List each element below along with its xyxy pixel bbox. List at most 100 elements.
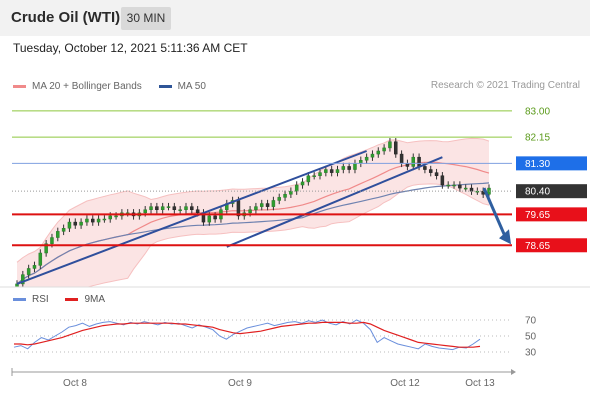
candle-body	[394, 141, 398, 155]
candle-body	[38, 252, 43, 266]
candle-body	[50, 237, 54, 244]
x-tick-label: Oct 12	[390, 378, 420, 389]
candle	[440, 172, 445, 189]
candle-body	[248, 209, 252, 214]
candle-body	[294, 184, 299, 192]
candle	[458, 181, 462, 192]
candle	[38, 249, 43, 270]
legend-swatch	[13, 298, 26, 301]
candle	[172, 202, 177, 214]
candle-body	[318, 172, 322, 176]
price-tag-79.65	[516, 207, 587, 222]
candle-body	[149, 206, 153, 210]
candle-body	[259, 203, 264, 207]
candle	[434, 168, 439, 180]
candle	[364, 153, 369, 164]
candle-body	[195, 209, 200, 214]
candle-body	[324, 169, 328, 173]
candle	[312, 172, 316, 180]
price-tag-78.65	[516, 238, 587, 253]
price-tags: 83.00 82.15 81.30 80.40 79.65 78.65	[516, 106, 587, 253]
candle-body	[300, 181, 305, 186]
candle	[155, 202, 159, 214]
candle	[102, 215, 107, 223]
candle	[335, 165, 340, 177]
rsi-tick-label: 70	[525, 316, 537, 327]
candle	[446, 181, 450, 189]
price-levels	[12, 110, 512, 247]
candle-body	[458, 184, 462, 189]
candle-body	[73, 221, 78, 226]
candle-body	[26, 268, 31, 275]
candle	[300, 178, 305, 189]
candle	[32, 261, 37, 273]
candle	[85, 215, 89, 226]
legend-item-rsi: RSI	[13, 294, 49, 305]
legend-label: MA 20 + Bollinger Bands	[32, 81, 142, 92]
candle-body	[155, 206, 159, 210]
candle	[347, 162, 351, 174]
candle-body	[353, 163, 357, 170]
candle	[91, 215, 95, 226]
candle-body	[364, 156, 369, 161]
price-tag-label: 81.30	[525, 159, 550, 170]
candle	[306, 172, 311, 186]
rsi-line	[13, 319, 481, 351]
candle	[370, 150, 375, 161]
rsi-panel: 30 50 70	[12, 316, 537, 359]
candle	[166, 202, 171, 211]
candle-body	[271, 200, 276, 207]
candle	[294, 181, 299, 195]
candle-body	[312, 175, 316, 177]
legend-label: RSI	[32, 294, 49, 305]
timestamp: Tuesday, October 12, 2021 5:11:36 AM CET	[13, 41, 248, 55]
candle-body	[335, 169, 340, 173]
forecast-arrow-head	[499, 229, 511, 245]
ma50-line	[16, 182, 490, 285]
candle	[26, 264, 31, 279]
bollinger-upper	[16, 137, 490, 263]
candle-body	[67, 221, 72, 229]
candle-body	[213, 215, 217, 220]
x-axis-arrow	[511, 369, 516, 375]
candle	[428, 165, 433, 177]
candle-body	[32, 265, 37, 269]
header-bar: Crude Oil (WTI) 30 MIN	[0, 0, 590, 36]
candle	[318, 168, 322, 180]
legend-label: MA 50	[177, 81, 206, 92]
candle	[160, 202, 165, 214]
legend-item-9ma: 9MA	[65, 294, 105, 305]
candle-body	[440, 175, 445, 186]
candle-body	[347, 166, 351, 170]
timeframe-button[interactable]: 30 MIN	[121, 7, 171, 30]
candle	[73, 218, 78, 229]
candle	[382, 144, 386, 155]
legend-swatch	[158, 85, 172, 88]
candle-body	[178, 209, 182, 211]
price-tag-81.30	[516, 156, 587, 171]
candle-body	[96, 218, 101, 223]
candle-body	[265, 203, 270, 207]
candle-body	[417, 156, 421, 167]
candle	[376, 147, 381, 158]
candle	[149, 202, 153, 214]
x-tick-label: Oct 8	[63, 378, 87, 389]
legend-item-ma50: MA 50	[158, 81, 206, 92]
candle	[394, 138, 398, 158]
candle-body	[190, 206, 194, 210]
price-label: 82.15	[525, 133, 550, 144]
candle-body	[79, 221, 83, 226]
candle-body	[85, 218, 89, 223]
trendline	[16, 150, 367, 285]
price-legend: MA 20 + Bollinger Bands MA 50	[13, 80, 220, 92]
candle	[178, 206, 182, 214]
candle	[265, 199, 270, 211]
legend-swatch	[13, 85, 26, 88]
candle	[452, 181, 456, 189]
price-tag-80.40	[516, 184, 587, 199]
candle	[56, 227, 60, 242]
rsi-tick-label: 50	[525, 332, 537, 343]
candle	[388, 138, 392, 152]
candle	[329, 165, 334, 177]
